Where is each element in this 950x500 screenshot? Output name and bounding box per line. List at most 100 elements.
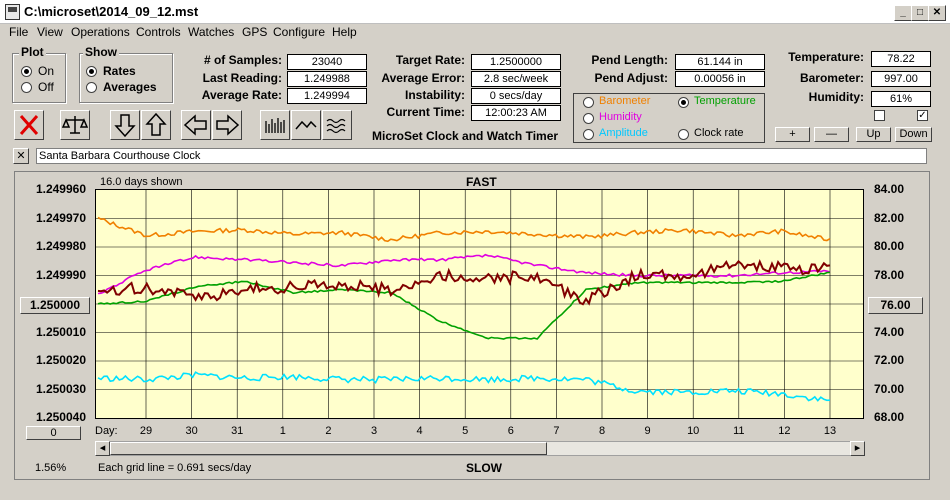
temperature-label: Temperature: xyxy=(788,50,864,64)
left-axis-tick: 1.249990 xyxy=(35,267,86,282)
checkbox-right[interactable]: ✓ xyxy=(917,110,928,121)
average-rate-label: Average Rate: xyxy=(201,88,282,102)
pend-length-label: Pend Length: xyxy=(591,53,668,67)
clock-name-field[interactable]: Santa Barbara Courthouse Clock xyxy=(36,148,927,164)
scrollbar-thumb[interactable] xyxy=(110,442,547,455)
day-tick: 7 xyxy=(553,425,560,437)
menu-view[interactable]: View xyxy=(37,25,63,39)
day-tick: 10 xyxy=(687,425,700,437)
arrow-right-icon xyxy=(216,114,240,136)
scroll-position-box[interactable]: 0 xyxy=(26,426,81,440)
barometer-field: 997.00 xyxy=(871,71,931,87)
right-axis-tick: 68.00 xyxy=(874,410,905,424)
scale-minus-button[interactable]: — xyxy=(814,127,849,142)
menu-operations[interactable]: Operations xyxy=(71,25,130,39)
plot-off-label: Off xyxy=(38,80,54,94)
menu-configure[interactable]: Configure xyxy=(273,25,326,39)
temperature-series xyxy=(97,271,831,340)
clock-rate-radio[interactable] xyxy=(678,129,689,140)
menu-file[interactable]: File xyxy=(9,25,29,39)
show-averages-radio[interactable] xyxy=(86,82,97,93)
scroll-right-button[interactable]: ▸ xyxy=(850,441,865,456)
fast-label: FAST xyxy=(466,175,497,189)
stop-button[interactable] xyxy=(14,110,44,140)
target-rate-field[interactable]: 1.2500000 xyxy=(471,54,561,70)
right-axis-tick: 70.00 xyxy=(874,381,905,396)
day-tick: 29 xyxy=(139,425,153,437)
current-time-label: Current Time: xyxy=(386,105,465,119)
clock-rate-option-label: Clock rate xyxy=(694,127,744,139)
sensor-select-group xyxy=(573,93,765,143)
menu-bar: File View Operations Controls Watches GP… xyxy=(0,23,950,42)
humidity-radio[interactable] xyxy=(583,113,594,124)
pend-length-field[interactable]: 61.144 in xyxy=(675,54,765,70)
day-tick: 30 xyxy=(185,425,198,437)
temperature-field: 78.22 xyxy=(871,51,931,67)
menu-watches[interactable]: Watches xyxy=(188,25,235,39)
amplitude-radio[interactable] xyxy=(583,129,594,140)
day-tick: 5 xyxy=(462,425,469,437)
instability-field: 0 secs/day xyxy=(471,88,561,104)
right-axis-tick: 80.00 xyxy=(874,239,905,253)
day-tick: 4 xyxy=(416,425,423,437)
plot-area[interactable] xyxy=(95,189,864,419)
minimize-button[interactable]: _ xyxy=(894,5,912,21)
menu-gps[interactable]: GPS xyxy=(242,25,268,39)
plot-off-radio[interactable] xyxy=(21,82,32,93)
left-axis-box[interactable]: 1.250000 xyxy=(20,297,90,314)
samples-field: 23040 xyxy=(287,54,367,70)
right-arrow-button[interactable] xyxy=(212,110,242,140)
app-icon[interactable] xyxy=(5,4,20,20)
histogram-icon xyxy=(265,118,285,133)
show-group xyxy=(79,53,173,103)
clear-clock-button[interactable]: ✕ xyxy=(13,148,29,164)
day-tick: 13 xyxy=(823,425,837,437)
left-axis-tick: 1.250040 xyxy=(35,410,86,424)
barometer-series xyxy=(97,216,831,243)
maximize-button[interactable]: □ xyxy=(911,5,929,21)
arrow-left-icon xyxy=(183,114,207,136)
last-reading-field: 1.249988 xyxy=(287,71,367,87)
left-arrow-button[interactable] xyxy=(181,110,211,140)
day-tick: 31 xyxy=(231,425,244,437)
pend-adjust-label: Pend Adjust: xyxy=(594,71,668,85)
scale-plus-button[interactable]: + xyxy=(775,127,810,142)
menu-controls[interactable]: Controls xyxy=(136,25,181,39)
scale-up-button[interactable]: Up xyxy=(856,127,891,142)
right-axis-tick: 82.00 xyxy=(874,210,905,225)
left-axis-tick: 1.250030 xyxy=(35,381,86,396)
amplitude-series xyxy=(97,371,831,402)
humidity-label: Humidity: xyxy=(808,90,864,104)
plot-on-radio[interactable] xyxy=(21,66,32,77)
show-group-title: Show xyxy=(83,45,119,59)
barometer-radio[interactable] xyxy=(583,97,594,108)
checkbox-left[interactable] xyxy=(874,110,885,121)
day-tick: 6 xyxy=(507,425,514,437)
plot-group xyxy=(12,53,66,103)
arrow-up-icon xyxy=(145,112,167,136)
line-view-button[interactable] xyxy=(291,110,321,140)
plot-on-label: On xyxy=(38,64,55,78)
up-arrow-button[interactable] xyxy=(141,110,171,140)
temperature-radio[interactable] xyxy=(678,97,689,108)
close-button[interactable]: ✕ xyxy=(928,5,946,21)
barometer-option-label: Barometer xyxy=(599,95,651,107)
days-shown-label: 16.0 days shown xyxy=(100,176,183,188)
plot-group-title: Plot xyxy=(19,45,46,59)
line-graph-icon xyxy=(295,120,317,130)
wave-view-button[interactable] xyxy=(322,110,352,140)
show-rates-radio[interactable] xyxy=(86,66,97,77)
balance-button[interactable] xyxy=(60,110,90,140)
humidity-field: 61% xyxy=(871,91,931,107)
scroll-left-button[interactable]: ◂ xyxy=(95,441,110,456)
menu-help[interactable]: Help xyxy=(332,25,357,39)
histogram-view-button[interactable] xyxy=(260,110,290,140)
average-error-label: Average Error: xyxy=(381,71,465,85)
down-arrow-button[interactable] xyxy=(110,110,140,140)
average-error-field: 2.8 sec/week xyxy=(471,71,561,87)
grid-note-label: Each grid line = 0.691 secs/day xyxy=(98,462,252,474)
scale-down-button[interactable]: Down xyxy=(895,127,932,142)
right-axis-box[interactable]: 76.00 xyxy=(868,297,923,314)
left-axis-tick: 1.249960 xyxy=(35,182,86,196)
scale-icon xyxy=(61,116,89,134)
